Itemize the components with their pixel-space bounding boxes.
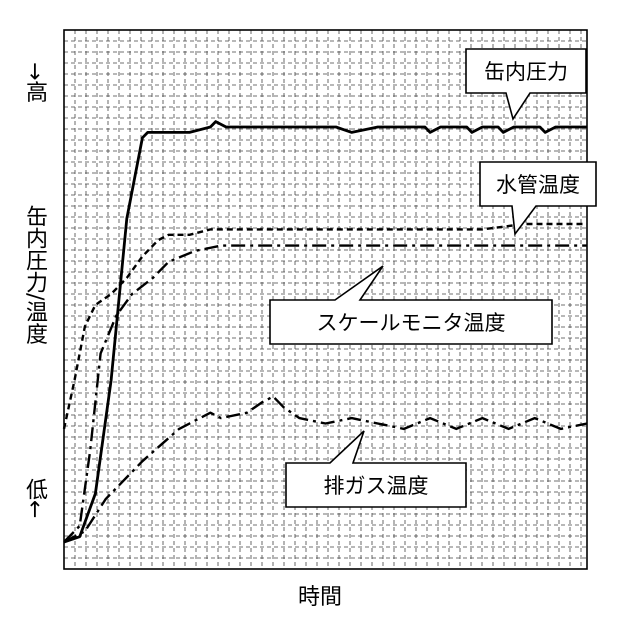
- y-axis-label-low: 低←: [6, 478, 46, 518]
- x-axis-label: 時間: [0, 585, 640, 611]
- callout-label-exhaust-gas-temp: 排ガス温度: [324, 474, 429, 498]
- y-axis-label: 缶内圧力/温度: [6, 205, 46, 344]
- y-axis-label-high: →高: [6, 62, 46, 102]
- callout-label-water-tube-temp: 水管温度: [496, 173, 580, 197]
- callout-label-pressure: 缶内圧力: [484, 60, 568, 84]
- callout-label-scale-monitor-temp: スケールモニタ温度: [317, 311, 506, 335]
